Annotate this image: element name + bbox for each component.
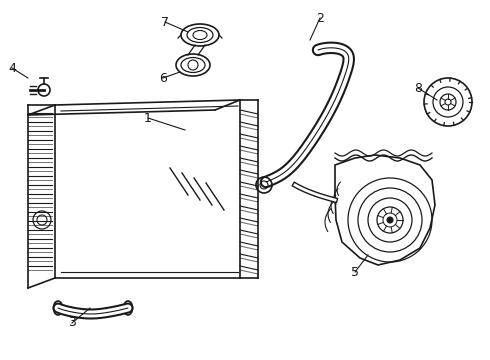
Text: 5: 5	[351, 266, 359, 279]
Text: 1: 1	[144, 112, 152, 125]
Text: 3: 3	[68, 316, 76, 329]
Text: 2: 2	[316, 12, 324, 24]
Text: 7: 7	[161, 15, 169, 28]
Text: 6: 6	[159, 72, 167, 85]
Text: 4: 4	[8, 62, 16, 75]
Text: 8: 8	[414, 81, 422, 94]
Circle shape	[387, 217, 393, 223]
